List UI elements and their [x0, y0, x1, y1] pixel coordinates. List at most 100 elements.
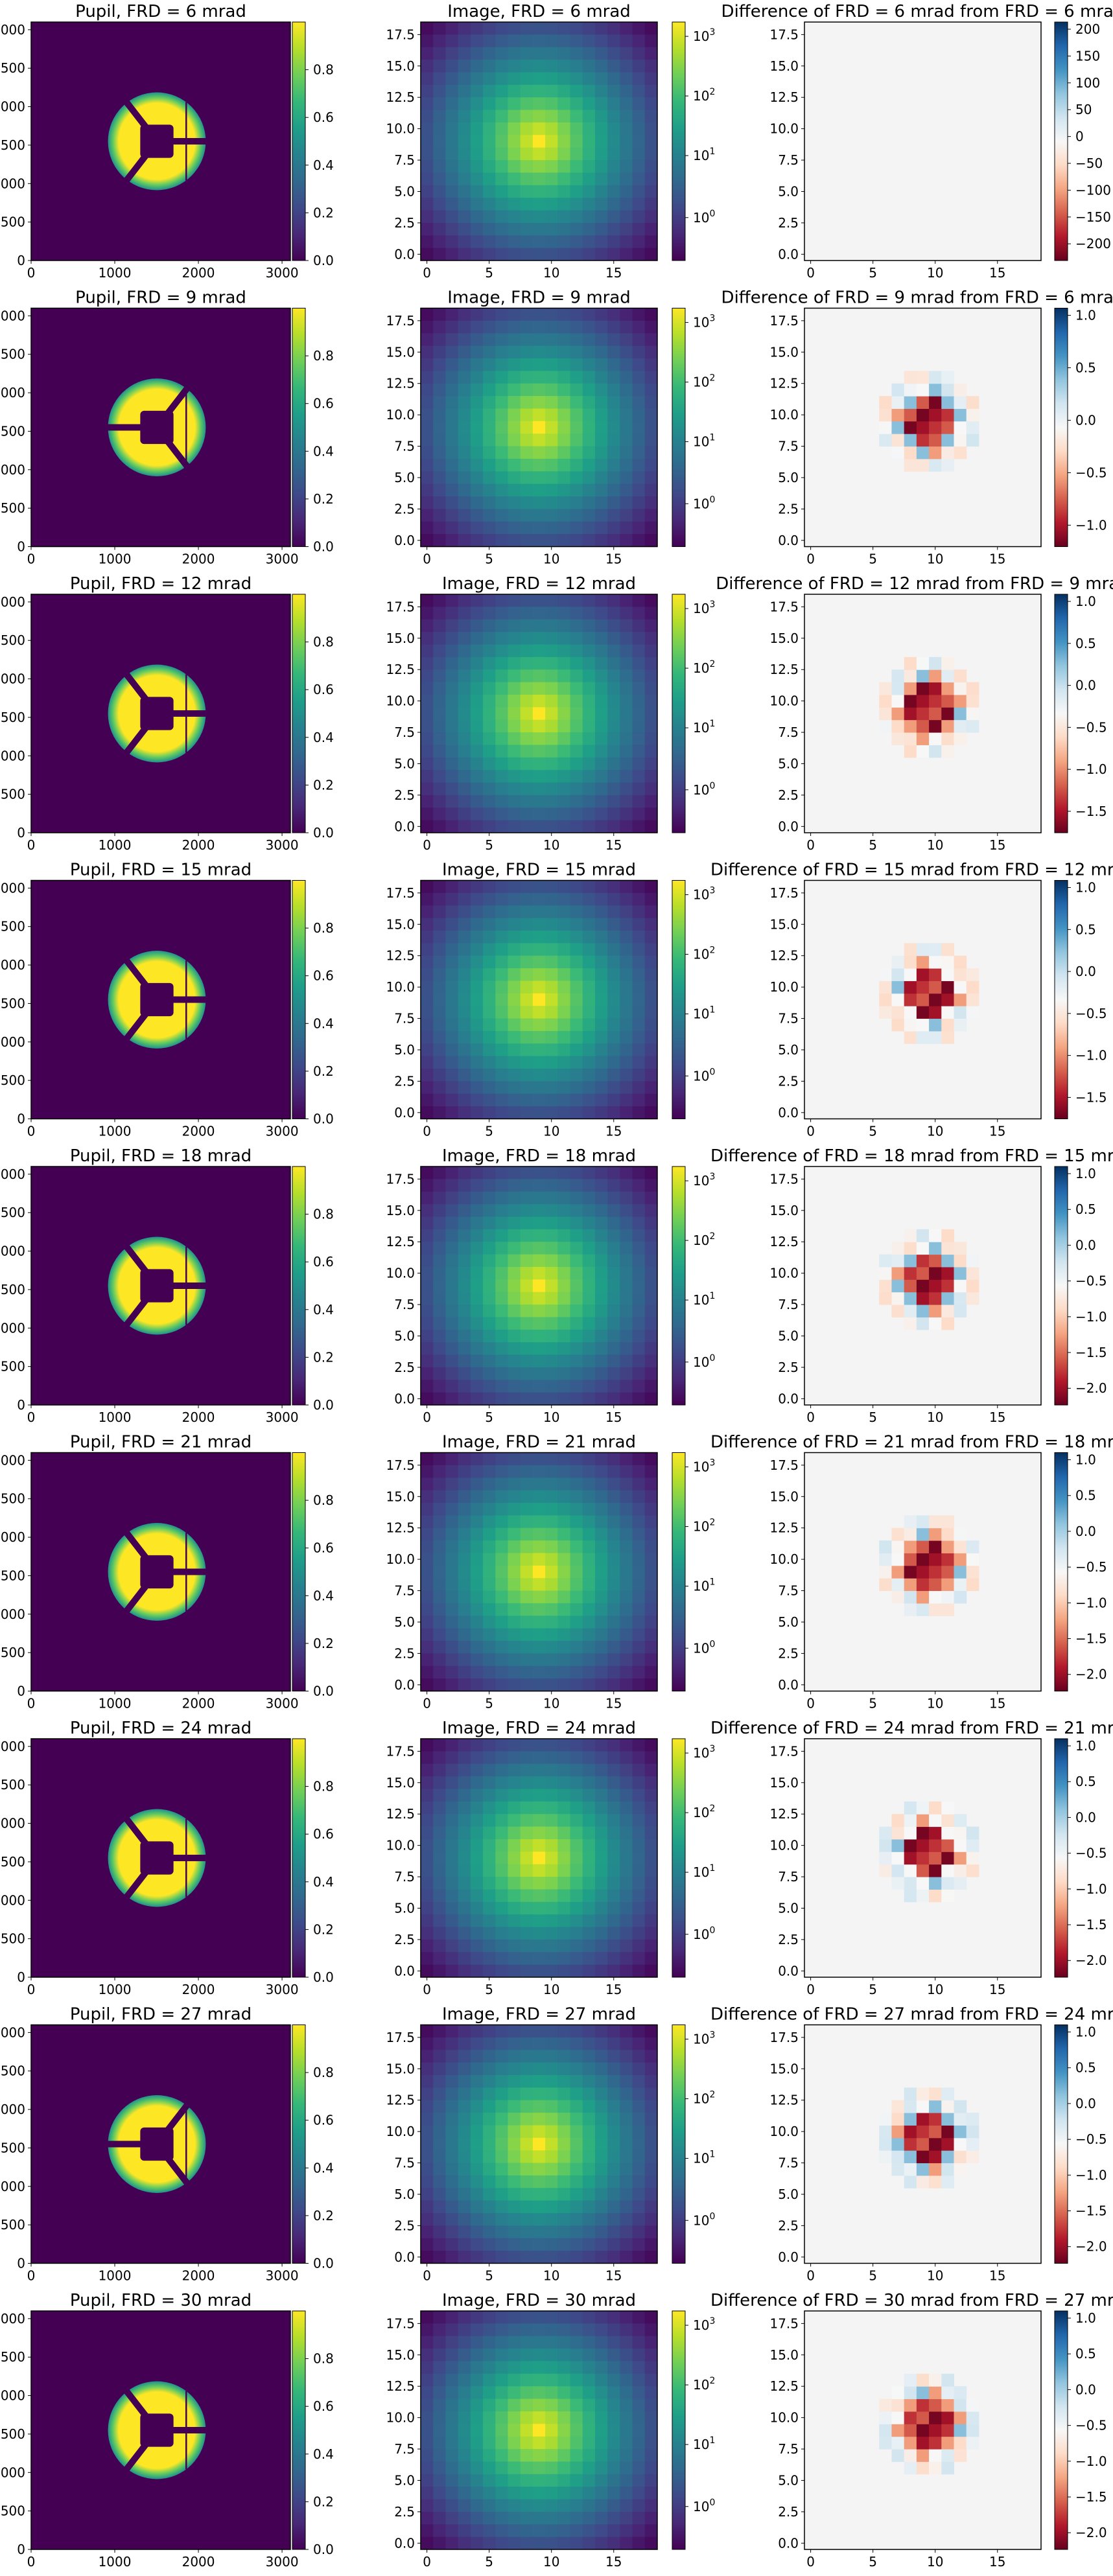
- image-pixel: [557, 993, 571, 1006]
- diff-pixel: [929, 669, 942, 683]
- image-pixel: [620, 2074, 633, 2088]
- image-pixel: [594, 2323, 608, 2337]
- image-pixel: [508, 2200, 521, 2214]
- image-pixel: [620, 2188, 633, 2201]
- image-pixel: [632, 2474, 646, 2487]
- image-pixel: [470, 1616, 484, 1629]
- colorbar: [1054, 594, 1068, 833]
- y-tick-label: 0: [17, 1684, 25, 1699]
- image-pixel: [520, 333, 533, 347]
- diff-pixel: [879, 1006, 892, 1019]
- image-pixel: [607, 1763, 620, 1777]
- image-pixel: [458, 1527, 471, 1541]
- diff-pixel: [916, 2125, 930, 2139]
- diff-pixel: [879, 1578, 892, 1592]
- image-pixel: [445, 1266, 459, 1280]
- image-pixel: [557, 1204, 571, 1217]
- colorbar-tick-label: −1.5: [1075, 2203, 1107, 2219]
- image-pixel: [632, 72, 646, 86]
- image-pixel: [470, 172, 484, 186]
- y-tick-label: 15.0: [386, 1489, 415, 1504]
- image-pixel: [495, 458, 508, 472]
- y-tick-label: 1000: [0, 748, 25, 763]
- x-tick-label: 2000: [182, 2554, 215, 2570]
- image-pixel: [495, 2336, 508, 2349]
- image-pixel: [632, 632, 646, 645]
- x-tick-label: 2000: [182, 265, 215, 281]
- image-pixel: [607, 807, 620, 821]
- image-pixel: [470, 1502, 484, 1516]
- image-pixel: [545, 160, 558, 173]
- image-pixel: [508, 1628, 521, 1642]
- diff-pixel: [929, 2436, 942, 2450]
- image-pixel: [445, 446, 459, 459]
- image-pixel: [532, 1540, 546, 1553]
- image-pixel: [445, 2225, 459, 2239]
- diff-pixel: [966, 981, 979, 994]
- image-pixel: [458, 1204, 471, 1217]
- image-pixel: [520, 757, 533, 771]
- image-pixel: [632, 446, 646, 459]
- image-pixel: [570, 1229, 583, 1242]
- image-pixel: [620, 1452, 633, 1466]
- image-pixel: [620, 1069, 633, 1082]
- image-pixel: [445, 757, 459, 771]
- image-pixel: [520, 2025, 533, 2038]
- image-pixel: [520, 2087, 533, 2101]
- image-pixel: [508, 1839, 521, 1852]
- image-pixel: [495, 1465, 508, 1478]
- image-pixel: [582, 408, 596, 422]
- diff-pixel: [916, 707, 930, 721]
- image-pixel: [545, 2074, 558, 2088]
- colorbar-tick-label: 0.6: [313, 1540, 334, 1556]
- image-pixel: [594, 2074, 608, 2088]
- image-pixel: [570, 1939, 583, 1953]
- image-pixel: [532, 1776, 546, 1789]
- y-tick-label: 0: [17, 2542, 25, 2557]
- diff-pixel: [954, 408, 967, 422]
- image-pixel: [582, 1851, 596, 1865]
- diff-pixel: [929, 421, 942, 434]
- image-pixel: [632, 943, 646, 957]
- diff-pixel: [929, 682, 942, 695]
- y-tick-label: 17.5: [386, 2315, 415, 2331]
- image-pixel: [570, 60, 583, 73]
- image-pixel: [644, 172, 658, 186]
- image-pixel: [582, 1826, 596, 1840]
- image-pixel: [620, 2474, 633, 2487]
- panel-title: Image, FRD = 30 mrad: [442, 2291, 636, 2310]
- diff-pixel: [941, 656, 955, 670]
- image-pixel: [620, 707, 633, 721]
- image-pixel: [545, 2213, 558, 2226]
- image-pixel: [570, 1030, 583, 1044]
- image-pixel: [620, 1191, 633, 1205]
- image-pixel: [557, 2074, 571, 2088]
- image-pixel: [607, 2150, 620, 2164]
- y-tick-label: 2.5: [778, 2218, 799, 2233]
- image-pixel: [520, 2349, 533, 2361]
- image-pixel: [570, 2125, 583, 2139]
- image-pixel: [557, 1354, 571, 1368]
- image-pixel: [458, 1515, 471, 1529]
- image-pixel: [557, 1018, 571, 1032]
- image-pixel: [433, 770, 446, 783]
- image-pixel: [632, 483, 646, 497]
- image-pixel: [433, 1392, 446, 1406]
- image-pixel: [582, 97, 596, 111]
- image-pixel: [483, 1502, 496, 1516]
- image-pixel: [632, 1056, 646, 1069]
- image-pixel: [483, 2536, 496, 2550]
- image-pixel: [607, 656, 620, 670]
- image-pixel: [445, 1254, 459, 1268]
- image-pixel: [532, 1106, 546, 1119]
- image-pixel: [557, 2113, 571, 2126]
- image-pixel: [508, 333, 521, 347]
- image-pixel: [495, 2050, 508, 2063]
- diff-pixel: [929, 2125, 942, 2139]
- image-pixel: [545, 1540, 558, 1553]
- image-pixel: [594, 1392, 608, 1406]
- image-pixel: [644, 2238, 658, 2251]
- colorbar-tick-label: 0.4: [313, 2160, 334, 2176]
- diff-pixel: [891, 1851, 905, 1865]
- image-pixel: [458, 807, 471, 821]
